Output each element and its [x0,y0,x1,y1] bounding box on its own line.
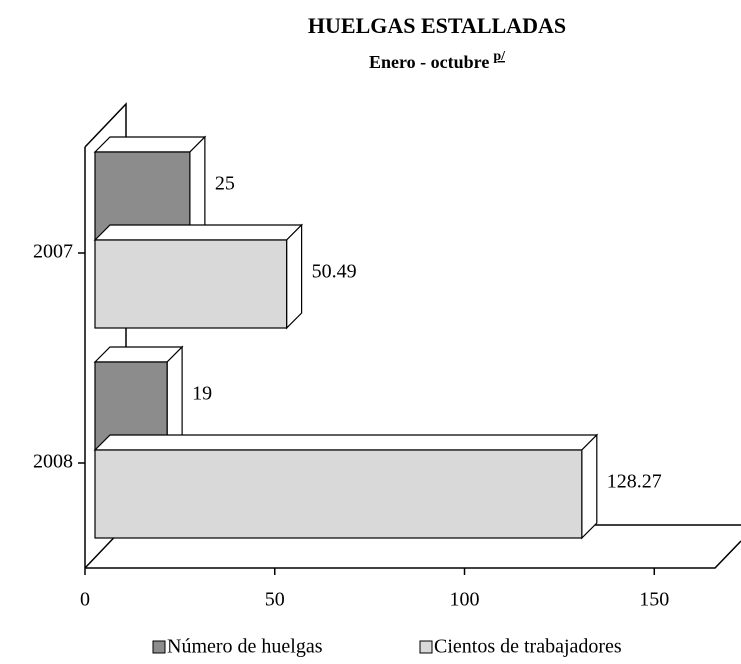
chart-subtitle: Enero - octubre p/ [369,49,506,72]
bar-top [93,434,599,451]
bar [94,239,288,329]
x-tick-label: 50 [265,589,285,611]
bar-top [93,136,207,153]
subtitle-text: Enero - octubre [369,52,489,72]
x-tick-label: 0 [80,589,90,611]
legend-label: Cientos de trabajadores [434,636,622,658]
value-label: 128.27 [607,471,662,493]
bar-top [93,224,304,241]
x-tick-label: 100 [450,589,480,611]
legend-swatch [152,640,166,654]
y-tick-label: 2007 [33,241,73,263]
legend-swatch [419,640,433,654]
bar-side [581,433,598,540]
legend-label: Número de huelgas [167,636,323,658]
value-label: 19 [192,383,212,405]
bar [94,449,583,539]
value-label: 25 [215,173,235,195]
value-label: 50.49 [312,261,357,283]
y-tick-label: 2008 [33,451,73,473]
chart-title: HUELGAS ESTALLADAS [308,13,566,38]
bar-side [286,223,303,330]
subtitle-note: p/ [493,49,506,64]
x-axis [85,540,741,569]
x-tick-label: 150 [639,589,669,611]
